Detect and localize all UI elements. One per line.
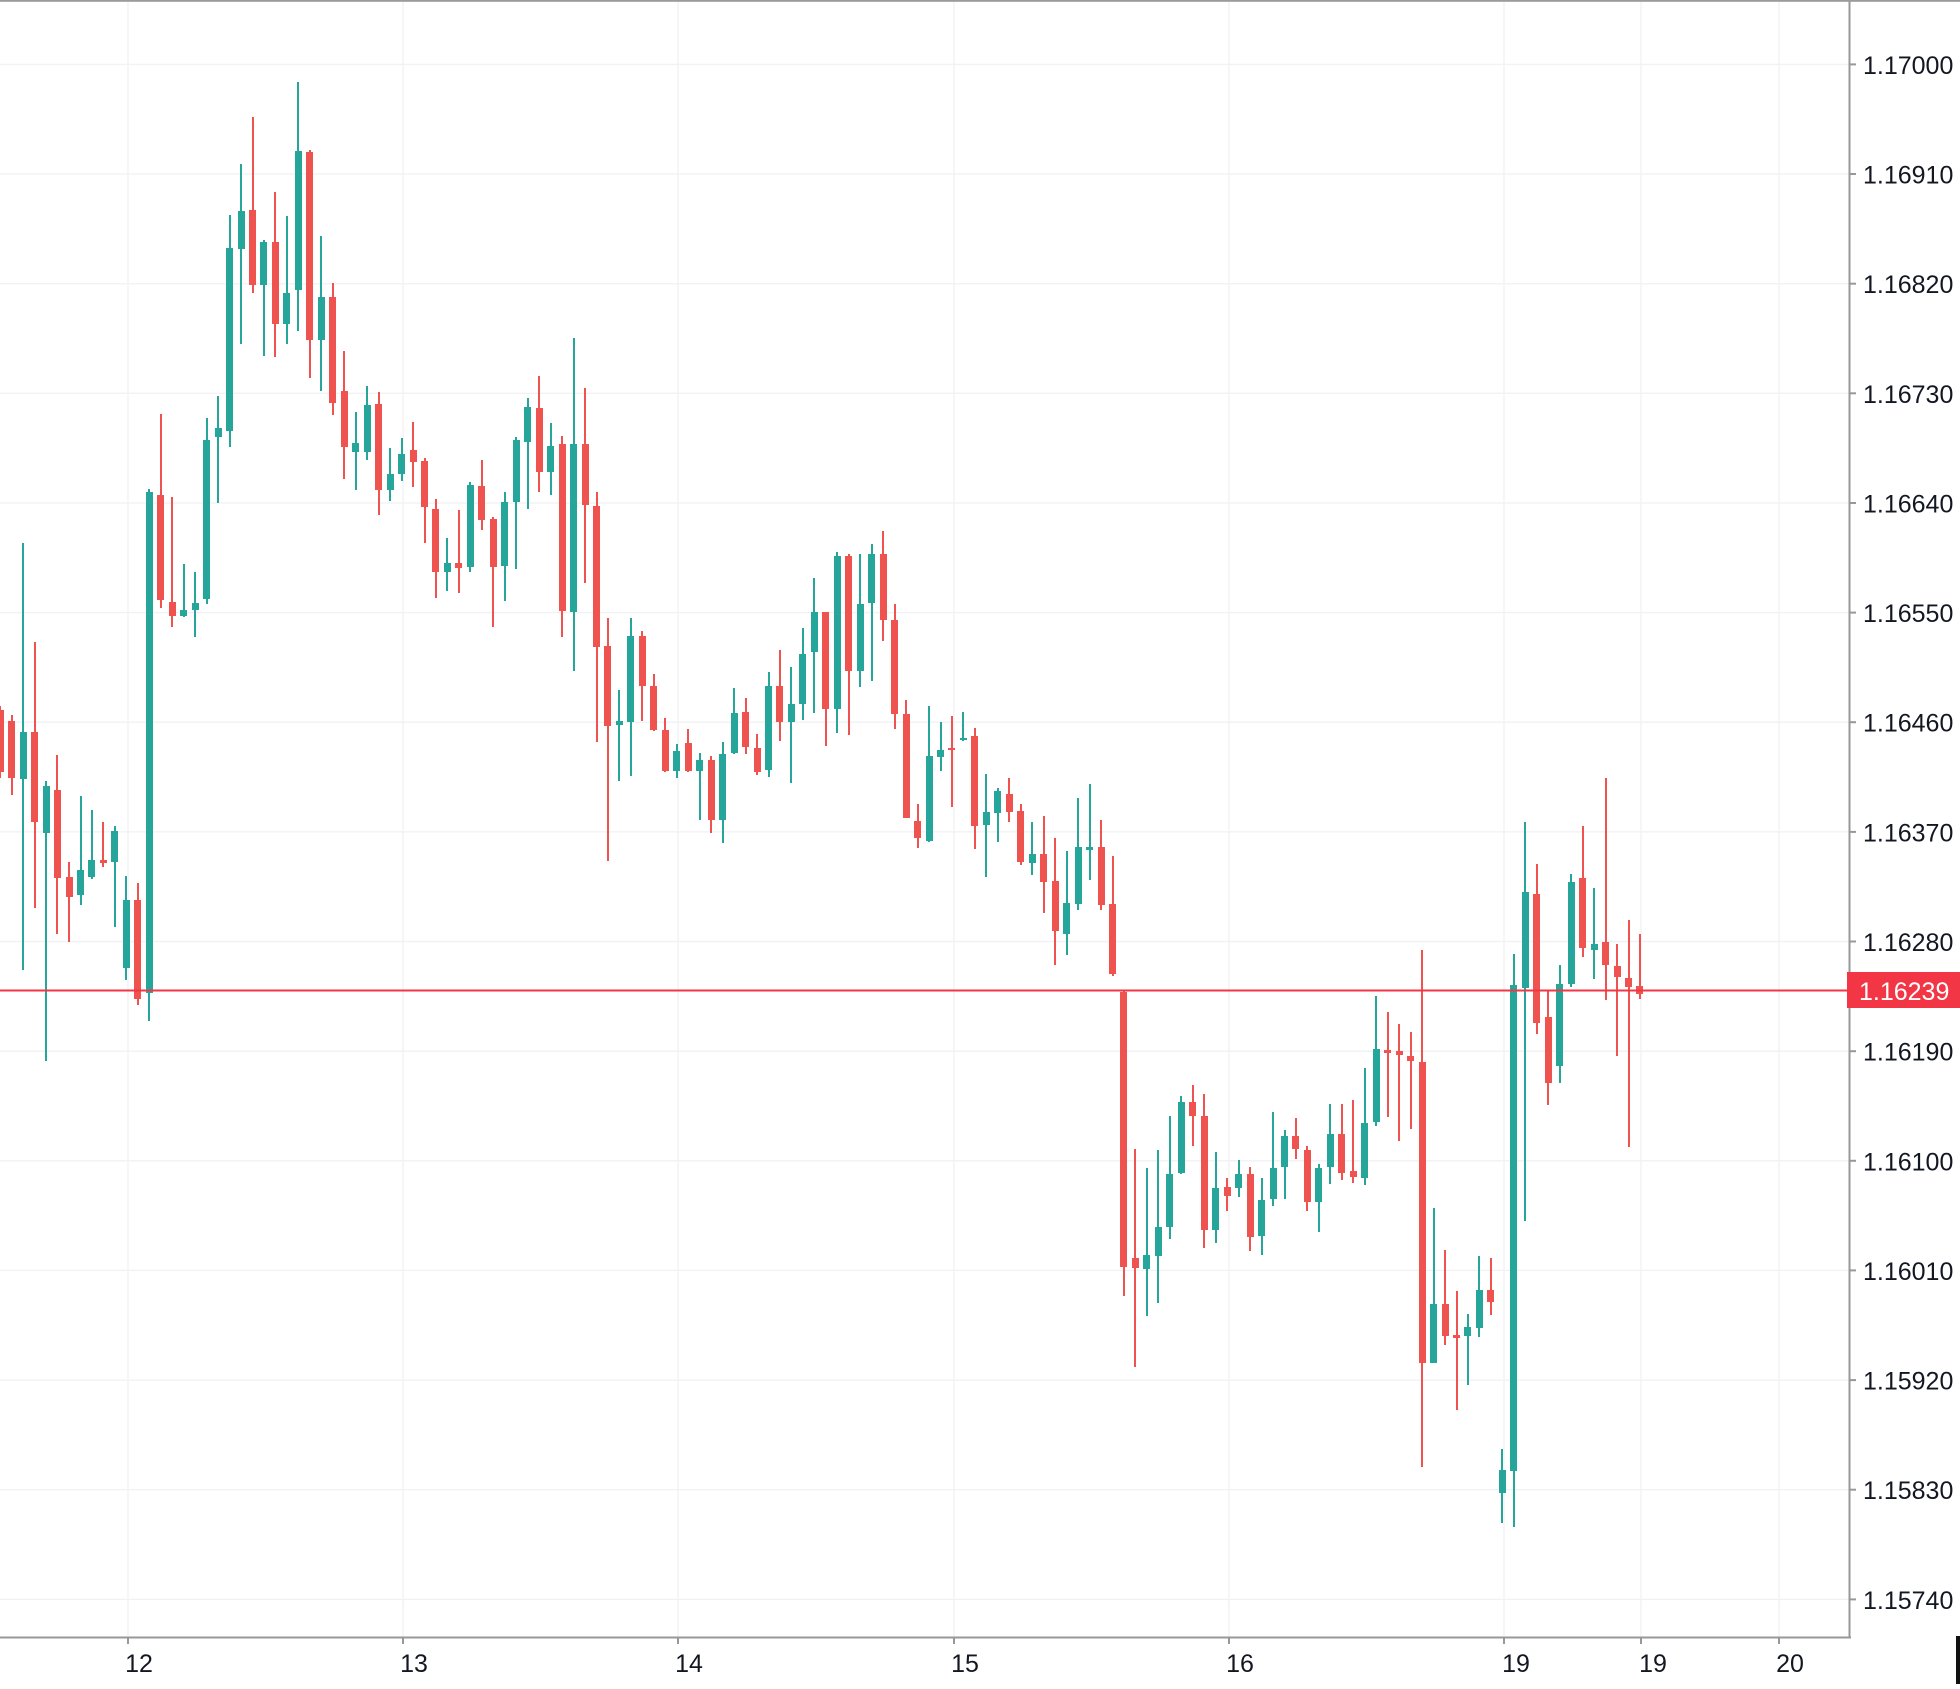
svg-text:15: 15 [951, 1650, 979, 1678]
svg-text:1.16820: 1.16820 [1863, 271, 1953, 299]
svg-text:14: 14 [675, 1650, 703, 1678]
svg-text:19: 19 [1502, 1650, 1530, 1678]
svg-text:1.16190: 1.16190 [1863, 1039, 1953, 1067]
svg-text:1.16460: 1.16460 [1863, 710, 1953, 738]
svg-text:1.16370: 1.16370 [1863, 819, 1953, 847]
svg-text:20: 20 [1776, 1650, 1804, 1678]
svg-text:1.16730: 1.16730 [1863, 381, 1953, 409]
svg-text:1.16910: 1.16910 [1863, 162, 1953, 190]
svg-text:1.15740: 1.15740 [1863, 1587, 1953, 1615]
svg-text:1.15830: 1.15830 [1863, 1477, 1953, 1505]
svg-text:12: 12 [125, 1650, 153, 1678]
svg-text:1.15920: 1.15920 [1863, 1368, 1953, 1396]
svg-text:1.16100: 1.16100 [1863, 1148, 1953, 1176]
svg-text:13: 13 [400, 1650, 428, 1678]
svg-text:1.17000: 1.17000 [1863, 52, 1953, 80]
svg-text:1.16010: 1.16010 [1863, 1258, 1953, 1286]
svg-text:16: 16 [1226, 1650, 1254, 1678]
svg-text:1.16239: 1.16239 [1859, 978, 1949, 1006]
svg-text:1.16280: 1.16280 [1863, 929, 1953, 957]
svg-text:1.16550: 1.16550 [1863, 600, 1953, 628]
svg-text:1.16640: 1.16640 [1863, 491, 1953, 519]
svg-text:19: 19 [1639, 1650, 1667, 1678]
